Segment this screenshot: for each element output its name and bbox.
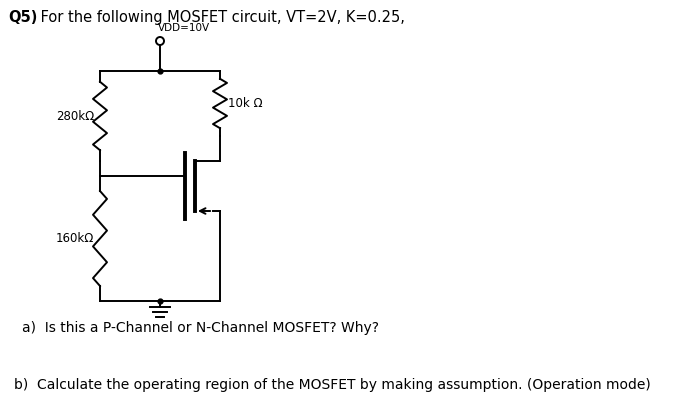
Text: For the following MOSFET circuit, VT=2V, K=0.25,: For the following MOSFET circuit, VT=2V,… [36,10,405,25]
Text: a)  Is this a P-Channel or N-Channel MOSFET? Why?: a) Is this a P-Channel or N-Channel MOSF… [22,321,379,335]
Text: Q5): Q5) [8,10,37,25]
Text: b)  Calculate the operating region of the MOSFET by making assumption. (Operatio: b) Calculate the operating region of the… [14,378,651,392]
Text: 280kΩ: 280kΩ [56,109,94,122]
Text: 160kΩ: 160kΩ [56,232,94,245]
Text: VDD=10V: VDD=10V [158,23,210,33]
Text: 10k Ω: 10k Ω [228,97,263,110]
